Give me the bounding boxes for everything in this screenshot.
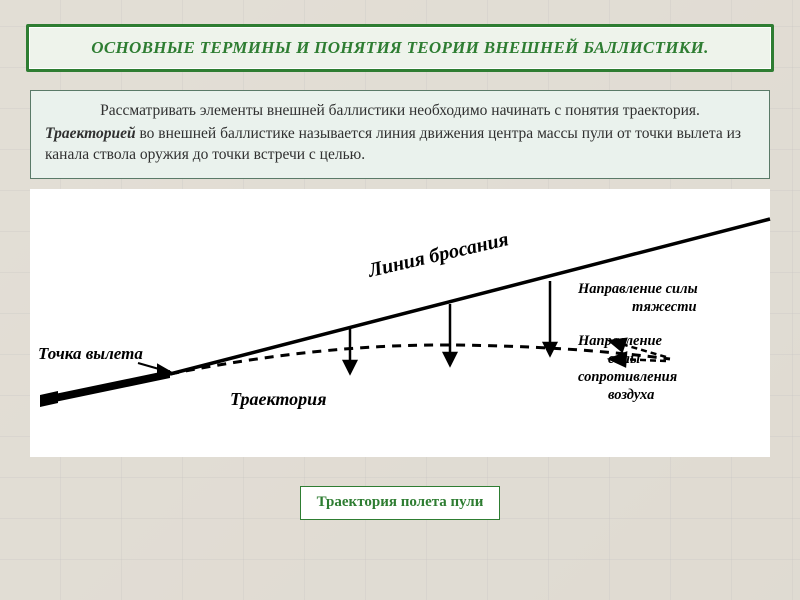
caption-text: Траектория полета пули [317, 494, 484, 510]
svg-text:Направление силы: Направление силы [577, 281, 698, 297]
svg-text:Направление: Направление [577, 333, 663, 349]
definition-intro: Рассматривать элементы внешней баллистик… [45, 101, 755, 122]
label-gravity: Направление силы тяжести [577, 281, 698, 315]
label-throw-line: Линия бросания [365, 228, 511, 282]
gravity-arrows [344, 281, 556, 373]
label-trajectory: Траектория [230, 389, 326, 409]
svg-text:силы: силы [608, 351, 640, 367]
slide-content: ОСНОВНЫЕ ТЕРМИНЫ И ПОНЯТИЯ ТЕОРИИ ВНЕШНЕ… [0, 0, 800, 475]
trajectory-diagram: Точка вылета Линия бросания Траектория Н… [30, 189, 770, 457]
label-departure-point: Точка вылета [38, 344, 143, 363]
page-title: ОСНОВНЫЕ ТЕРМИНЫ И ПОНЯТИЯ ТЕОРИИ ВНЕШНЕ… [47, 37, 753, 59]
header-box: ОСНОВНЫЕ ТЕРМИНЫ И ПОНЯТИЯ ТЕОРИИ ВНЕШНЕ… [26, 24, 774, 72]
svg-text:тяжести: тяжести [632, 299, 697, 315]
definition-box: Рассматривать элементы внешней баллистик… [30, 90, 770, 179]
definition-rest: во внешней баллистике называется линия д… [45, 125, 741, 163]
caption-box: Траектория полета пули [300, 486, 500, 520]
svg-text:сопротивления: сопротивления [578, 369, 677, 385]
definition-term: Траекторией [45, 125, 136, 142]
diagram-svg: Точка вылета Линия бросания Траектория Н… [30, 189, 790, 457]
label-air-resistance: Направление силы сопротивления воздуха [577, 333, 677, 403]
svg-text:воздуха: воздуха [608, 387, 654, 403]
barrel-shape [40, 370, 170, 407]
definition-body: Траекторией во внешней баллистике называ… [45, 124, 755, 166]
